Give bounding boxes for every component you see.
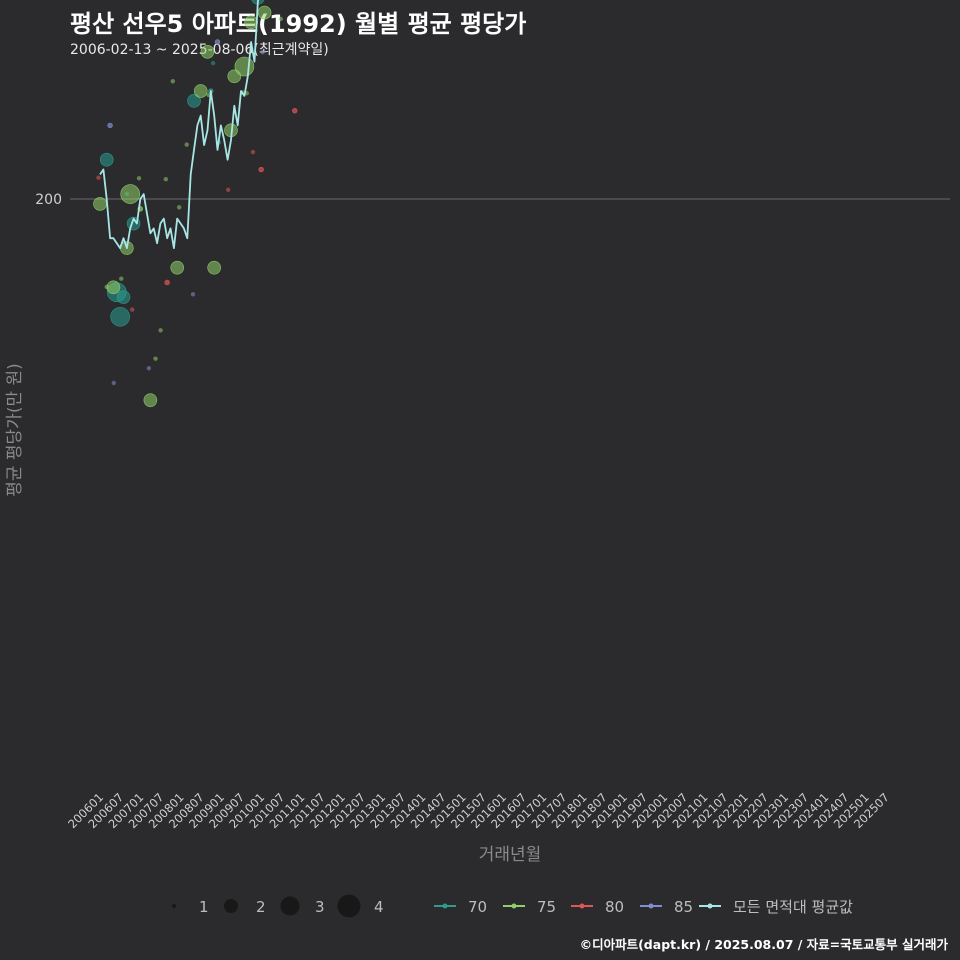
y-axis-label: 평균 평당가(만 원) — [5, 363, 25, 497]
size-legend-label: 4 — [374, 898, 384, 916]
size-legend-label: 3 — [315, 898, 325, 916]
minor-data-point — [158, 328, 163, 333]
data-point-70 — [99, 152, 114, 167]
background-dots — [96, 16, 283, 386]
minor-data-point — [170, 79, 176, 84]
data-point-75 — [193, 84, 208, 98]
y-axis-ticks: 200300400500 — [35, 192, 62, 208]
minor-data-point — [210, 60, 216, 66]
data-point-80 — [292, 107, 298, 114]
color-legend-marker — [707, 903, 713, 909]
y-tick-label: 200 — [35, 192, 62, 208]
color-legend-label: 80 — [605, 898, 624, 916]
data-point-85 — [214, 39, 221, 45]
average-line — [99, 0, 260, 249]
data-point-85 — [107, 122, 113, 129]
minor-data-point — [184, 142, 189, 147]
color-legend-marker — [442, 903, 448, 909]
data-point-75 — [93, 197, 107, 211]
gridlines — [70, 198, 950, 200]
average-line-segment — [99, 0, 260, 249]
color-legend-label: 75 — [537, 898, 556, 916]
color-legend-label: 85 — [674, 898, 693, 916]
data-point-75 — [106, 280, 121, 295]
minor-data-point — [190, 292, 196, 297]
data-point-75 — [200, 44, 215, 59]
size-legend-label: 1 — [199, 898, 209, 916]
size-legend-marker — [224, 899, 238, 913]
chart-subtitle: 2006-02-13 ~ 2025-08-06(최근계약일) — [70, 42, 329, 58]
data-point-70 — [110, 306, 130, 327]
minor-data-point — [111, 380, 116, 386]
color-legend-marker — [511, 903, 517, 909]
size-legend-marker — [337, 894, 361, 918]
data-point-75 — [207, 260, 221, 275]
data-point-75 — [257, 5, 272, 20]
minor-data-point — [136, 176, 142, 181]
color-legend-label: 70 — [468, 898, 487, 916]
color-legend-label: 모든 면적대 평균값 — [733, 898, 853, 916]
minor-data-point — [119, 276, 124, 281]
x-axis-ticks: 2006012006072007012007072008012008072009… — [65, 790, 892, 831]
minor-data-point — [96, 175, 101, 180]
minor-data-point — [177, 205, 182, 210]
color-legend-marker — [648, 903, 654, 909]
minor-data-point — [153, 356, 158, 361]
data-point-75 — [170, 260, 185, 275]
minor-data-point — [278, 16, 283, 22]
data-point-75 — [244, 15, 258, 30]
scatter-points — [93, 0, 298, 407]
data-point-80 — [258, 166, 264, 173]
data-point-75 — [234, 56, 255, 77]
data-point-70 — [116, 290, 131, 304]
minor-data-point — [250, 149, 256, 155]
credit-text: ©디아파트(dapt.kr) / 2025.08.07 / 자료=국토교통부 실… — [579, 937, 948, 952]
data-point-70 — [187, 94, 201, 108]
x-axis-label: 거래년월 — [479, 845, 542, 865]
data-point-75 — [143, 393, 158, 407]
minor-data-point — [146, 366, 152, 371]
data-point-80 — [164, 279, 170, 286]
data-point-75 — [120, 184, 141, 204]
minor-data-point — [225, 187, 231, 193]
legend: 1 2 3 4 70 75 80 85 모든 면적대 평균값 — [172, 894, 853, 918]
chart-title: 평산 선우5 아파트(1992) 월별 평균 평당가 — [70, 10, 527, 38]
minor-data-point — [163, 177, 169, 182]
color-legend-marker — [579, 903, 585, 909]
size-legend-marker — [280, 896, 300, 916]
minor-data-point — [260, 49, 265, 55]
minor-data-point — [130, 307, 135, 312]
size-legend-label: 2 — [256, 898, 266, 916]
size-legend-marker — [172, 904, 176, 908]
